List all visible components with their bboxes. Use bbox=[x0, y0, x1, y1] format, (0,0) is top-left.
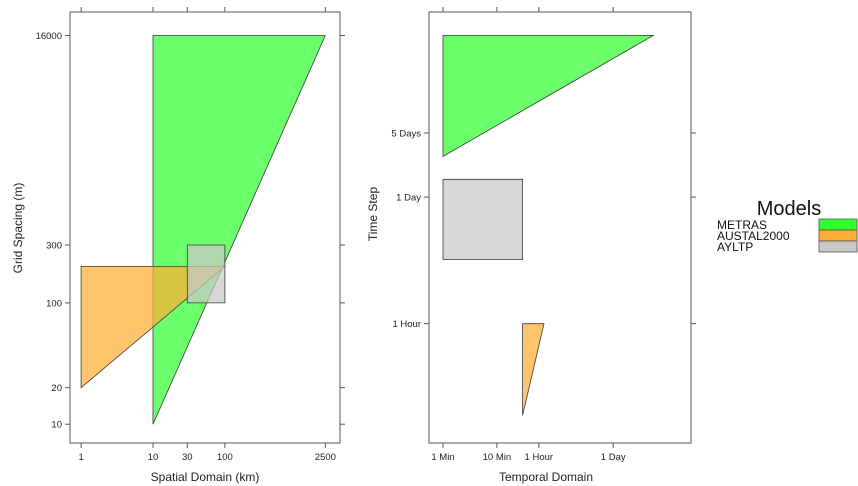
x-tick-label: 1 bbox=[78, 452, 83, 463]
legend-title: Models bbox=[757, 198, 821, 220]
legend-label-metras: METRAS bbox=[717, 218, 767, 232]
y-tick-label: 20 bbox=[51, 383, 62, 394]
y-axis-label: Grid Spacing (m) bbox=[11, 183, 25, 274]
legend-label-austal2000: AUSTAL2000 bbox=[717, 229, 790, 243]
ayltp-area bbox=[442, 178, 523, 261]
ayltp-area bbox=[186, 244, 226, 304]
y-tick-label: 1 Day bbox=[396, 193, 421, 204]
x-tick-label: 1 Min bbox=[431, 452, 454, 463]
plot-area bbox=[442, 35, 655, 416]
x-tick-label: 1 Hour bbox=[525, 452, 554, 463]
axis-ticks: 1 Min 10 Min 1 Hour 1 Day 1 Hour 1 Day 5 Days bbox=[391, 7, 696, 463]
y-tick-label: 300 bbox=[46, 241, 62, 252]
plot-area bbox=[80, 35, 326, 425]
axis-ticks: 1 10 30 100 2500 10 20 100 300 16000 bbox=[36, 7, 345, 463]
metras-area bbox=[442, 35, 655, 158]
x-tick-label: 1 Day bbox=[601, 452, 626, 463]
legend-swatch-ayltp bbox=[818, 240, 858, 253]
x-tick-label: 10 bbox=[148, 452, 159, 463]
austal2000-area bbox=[522, 323, 545, 416]
y-tick-label: 1 Hour bbox=[392, 319, 421, 330]
plot-frame bbox=[69, 11, 341, 444]
y-tick-label: 16000 bbox=[36, 31, 62, 42]
austal2000-area bbox=[80, 265, 226, 389]
y-axis-label: Time Step bbox=[366, 187, 380, 242]
legend-swatch-metras bbox=[818, 218, 858, 231]
spatial-domain-chart: 1 10 30 100 2500 10 20 100 300 16000 Spatial Doma… bbox=[11, 7, 345, 484]
y-tick-label: 5 Days bbox=[391, 128, 421, 139]
x-axis-label: Spatial Domain (km) bbox=[151, 470, 260, 484]
legend-swatch-austal2000 bbox=[818, 229, 858, 242]
x-tick-label: 10 Min bbox=[483, 452, 512, 463]
plot-frame bbox=[428, 11, 692, 444]
x-tick-label: 2500 bbox=[315, 452, 336, 463]
x-tick-label: 30 bbox=[182, 452, 193, 463]
x-axis-label: Temporal Domain bbox=[499, 470, 593, 484]
y-tick-label: 10 bbox=[51, 420, 62, 431]
legend-label-ayltp: AYLTP bbox=[717, 240, 753, 254]
y-tick-label: 100 bbox=[46, 298, 62, 309]
x-tick-label: 100 bbox=[217, 452, 233, 463]
metras-area bbox=[152, 35, 326, 425]
